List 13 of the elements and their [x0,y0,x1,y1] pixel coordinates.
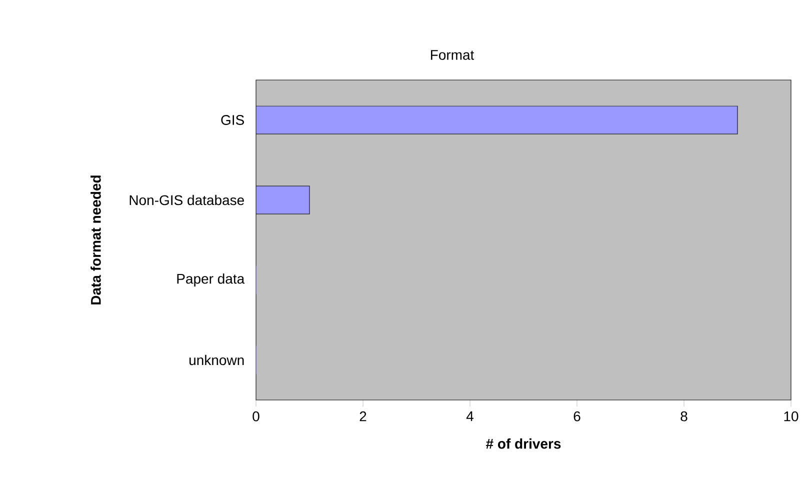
x-tick-label: 0 [252,411,260,422]
x-tick-label: 2 [360,411,366,422]
y-tick-label: GIS [221,115,244,125]
x-tick-label: 6 [574,411,580,422]
y-tick-label: Non-GIS database [130,194,244,206]
chart-title: Format [430,50,474,60]
y-tick-label: unknown [189,354,244,366]
x-tick-label: 8 [680,411,688,422]
x-tick-label: 4 [466,411,474,421]
y-axis-title: Data format needed [90,176,101,304]
x-tick-label: 10 [784,411,798,422]
y-tick-label: Paper data [177,273,245,287]
x-axis-title: # of drivers [486,438,561,449]
